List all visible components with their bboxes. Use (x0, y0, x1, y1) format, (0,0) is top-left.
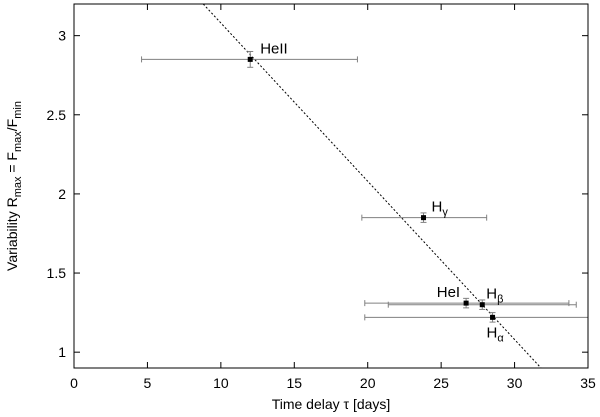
x-tick-label: 25 (433, 375, 449, 391)
marker-layer (247, 56, 496, 320)
data-point (421, 215, 427, 221)
point-label: HeI (437, 284, 460, 301)
errorbar-layer (141, 50, 588, 323)
y-tick-label: 1.5 (47, 265, 67, 281)
ticks-layer: 0 5 10 15 20 25 30 35 1 1.5 2 2.5 3 (47, 4, 596, 391)
x-tick-label: 10 (213, 375, 229, 391)
y-tick-label: 3 (58, 28, 66, 44)
plot-frame (73, 3, 589, 369)
y-tick-label: 2 (58, 186, 66, 202)
x-tick-label: 20 (360, 375, 376, 391)
x-axis-label: Time delay τ [days] (272, 396, 391, 412)
y-axis-label: Variability Rmax​ = Fmax​/Fmin​ (4, 101, 24, 271)
y-tick-label: 1 (58, 344, 66, 360)
data-point (479, 302, 485, 308)
x-tick-label: 35 (580, 375, 596, 391)
point-label: HeII (260, 40, 288, 57)
x-tick-label: 0 (70, 375, 78, 391)
fit-line (202, 3, 542, 369)
point-label: Hα (487, 324, 505, 344)
x-tick-label: 30 (507, 375, 523, 391)
point-label: Hγ (432, 199, 449, 219)
data-point (490, 314, 496, 320)
y-tick-label: 2.5 (47, 107, 67, 123)
data-point (463, 300, 469, 306)
point-label: Hβ (486, 286, 503, 306)
x-tick-label: 5 (144, 375, 152, 391)
label-layer: HeII Hγ HeI Hβ Hα (260, 40, 504, 344)
fit-layer (202, 3, 542, 369)
data-point (247, 56, 253, 62)
x-tick-label: 15 (286, 375, 302, 391)
